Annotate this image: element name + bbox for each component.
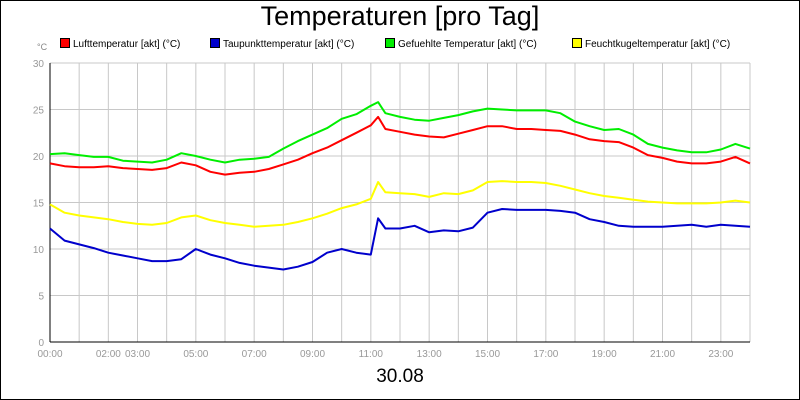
y-tick-label: 10	[33, 245, 45, 256]
y-tick-label: 0	[38, 338, 44, 349]
y-unit-label: °C	[37, 42, 48, 52]
legend-label-gefuehlte-temperatur: Gefuehlte Temperatur [akt] (°C)	[398, 39, 537, 50]
y-tick-label: 30	[33, 59, 45, 70]
x-tick-label: 17:00	[533, 349, 558, 360]
legend-swatch-gefuehlte-temperatur	[385, 38, 395, 48]
x-tick-label: 15:00	[475, 349, 500, 360]
axes: 0 5 10 15 20 25 30 00:00 02:00 03:00 05:00 07:00 09:…	[33, 59, 750, 360]
x-tick-label: 13:00	[417, 349, 442, 360]
x-tick-label: 11:00	[359, 349, 384, 360]
x-tick-label: 02:00	[96, 349, 121, 360]
legend-swatch-lufttemperatur	[60, 38, 70, 48]
x-tick-label: 07:00	[242, 349, 267, 360]
series-line-feuchtkugeltemperatur	[49, 180, 751, 228]
y-tick-label: 25	[33, 106, 45, 117]
x-tick-label: 19:00	[592, 349, 617, 360]
y-tick-label: 20	[33, 152, 45, 163]
x-tick-label: 23:00	[708, 349, 733, 360]
legend-swatch-feuchtkugeltemperatur	[572, 38, 582, 48]
legend-item-taupunkttemperatur: Taupunkttemperatur [akt] (°C)	[210, 38, 354, 52]
legend-item-gefuehlte-temperatur: Gefuehlte Temperatur [akt] (°C)	[385, 38, 537, 52]
x-tick-label: 21:00	[650, 349, 675, 360]
series-line-taupunkttemperatur	[49, 208, 751, 271]
series-line-gefuehlte-temperatur	[49, 101, 751, 164]
x-tick-label: 05:00	[183, 349, 208, 360]
chart-title: Temperaturen [pro Tag]	[260, 1, 540, 31]
y-tick-label: 15	[33, 199, 45, 210]
legend-label-feuchtkugeltemperatur: Feuchtkugeltemperatur [akt] (°C)	[585, 39, 731, 50]
legend-item-feuchtkugeltemperatur: Feuchtkugeltemperatur [akt] (°C)	[572, 38, 730, 52]
x-axis-date-label: 30.08	[376, 366, 424, 387]
legend-label-lufttemperatur: Lufttemperatur [akt] (°C)	[73, 39, 181, 50]
x-tick-label: 00:00	[37, 349, 62, 360]
grid	[49, 62, 751, 343]
x-tick-label: 03:00	[125, 349, 150, 360]
series-lines	[49, 101, 751, 271]
legend-label-taupunkttemperatur: Taupunkttemperatur [akt] (°C)	[223, 39, 355, 50]
series-line-lufttemperatur	[49, 115, 751, 176]
legend-swatch-taupunkttemperatur	[210, 38, 220, 48]
legend: Lufttemperatur [akt] (°C) Taupunkttemper…	[0, 38, 800, 52]
legend-item-lufttemperatur: Lufttemperatur [akt] (°C)	[60, 38, 180, 52]
y-tick-label: 5	[38, 292, 44, 303]
x-tick-label: 09:00	[300, 349, 325, 360]
